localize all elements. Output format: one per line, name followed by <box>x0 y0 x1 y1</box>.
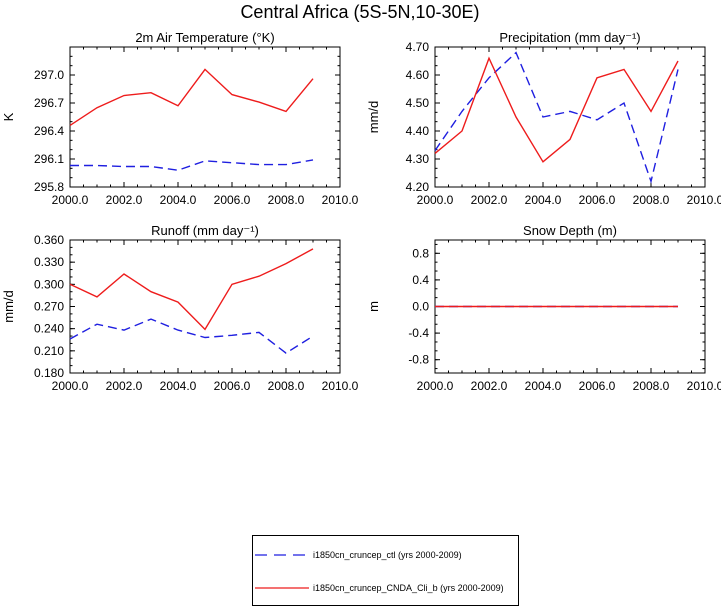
legend: i1850cn_cruncep_ctl (yrs 2000-2009) i185… <box>252 535 519 606</box>
y-tick-label: 0.360 <box>34 233 64 247</box>
x-tick-label: 2000.0 <box>52 379 89 393</box>
panel-title: 2m Air Temperature (°K) <box>135 30 274 45</box>
panel-4: Snow Depth (m) m 2000.0 2002.0 2004.0 2006.0 2… <box>366 223 721 393</box>
series-line-ctl <box>69 318 314 354</box>
series-line-exp <box>69 248 314 331</box>
figure-title: Central Africa (5S-5N,10-30E) <box>240 2 479 22</box>
y-tick-label: 295.8 <box>34 180 64 194</box>
x-tick-label: 2008.0 <box>268 193 305 207</box>
y-axis-label: K <box>1 112 16 121</box>
panel-title: Snow Depth (m) <box>523 223 617 238</box>
x-tick-label: 2000.0 <box>417 193 454 207</box>
y-tick-label: 4.70 <box>406 40 430 54</box>
y-tick-label: 4.20 <box>406 180 430 194</box>
legend-item-ctl: i1850cn_cruncep_ctl (yrs 2000-2009) <box>253 548 462 562</box>
y-tick-label: 4.50 <box>406 96 430 110</box>
y-tick-label: 296.4 <box>34 124 64 138</box>
y-tick-label: 0.270 <box>34 300 64 314</box>
x-tick-label: 2000.0 <box>52 193 89 207</box>
x-tick-label: 2008.0 <box>268 379 305 393</box>
x-tick-label: 2004.0 <box>525 193 562 207</box>
y-tick-label: -0.4 <box>408 326 429 340</box>
figure-canvas: Central Africa (5S-5N,10-30E) 2m Air Tem… <box>1 2 721 393</box>
y-tick-label: 4.40 <box>406 124 430 138</box>
y-tick-label: 297.0 <box>34 68 64 82</box>
plot-frame <box>69 239 341 374</box>
series-line-exp <box>434 56 679 163</box>
x-tick-label: 2010.0 <box>322 379 359 393</box>
x-tick-label: 2006.0 <box>214 379 251 393</box>
y-tick-label: -0.8 <box>408 353 429 367</box>
x-tick-label: 2008.0 <box>633 193 670 207</box>
series-line-ctl <box>434 51 679 184</box>
y-axis-label: m <box>366 301 381 312</box>
y-axis-label: mm/d <box>366 101 381 134</box>
x-tick-label: 2002.0 <box>471 193 508 207</box>
x-tick-label: 2010.0 <box>322 193 359 207</box>
y-tick-label: 0.0 <box>412 300 429 314</box>
x-tick-label: 2006.0 <box>579 193 616 207</box>
plot-frame <box>434 46 706 188</box>
series-line-ctl <box>70 159 314 171</box>
legend-swatch-exp <box>255 587 309 589</box>
x-tick-label: 2002.0 <box>106 193 143 207</box>
legend-label-ctl: i1850cn_cruncep_ctl (yrs 2000-2009) <box>313 550 462 560</box>
panel-title: Runoff (mm day⁻¹) <box>151 223 259 238</box>
x-tick-label: 2008.0 <box>633 379 670 393</box>
series-line-exp <box>69 68 314 126</box>
y-tick-label: 4.60 <box>406 68 430 82</box>
y-tick-label: 0.300 <box>34 277 64 291</box>
x-tick-label: 2010.0 <box>687 379 721 393</box>
x-tick-label: 2006.0 <box>579 379 616 393</box>
panel-1: 2m Air Temperature (°K) K 2000.0 2002.0 2004… <box>1 30 359 207</box>
plot-frame <box>69 46 341 188</box>
x-tick-label: 2000.0 <box>417 379 454 393</box>
y-tick-label: 0.240 <box>34 322 64 336</box>
x-tick-label: 2004.0 <box>160 379 197 393</box>
y-tick-label: 4.30 <box>406 152 430 166</box>
y-tick-label: 296.7 <box>34 96 64 110</box>
panel-3: Runoff (mm day⁻¹) mm/d 2000.0 2002.0 2004.0 2… <box>1 223 359 393</box>
y-tick-label: 0.210 <box>34 344 64 358</box>
legend-item-exp: i1850cn_cruncep_CNDA_Cli_b (yrs 2000-200… <box>253 581 504 595</box>
y-tick-label: 0.330 <box>34 255 64 269</box>
panel-2: Precipitation (mm day⁻¹) mm/d 2000.0 2002.0… <box>366 30 721 207</box>
y-axis-label: mm/d <box>1 290 16 323</box>
x-tick-label: 2002.0 <box>471 379 508 393</box>
x-tick-label: 2010.0 <box>687 193 721 207</box>
y-tick-label: 0.8 <box>412 246 429 260</box>
y-tick-label: 296.1 <box>34 152 64 166</box>
x-tick-label: 2004.0 <box>160 193 197 207</box>
legend-label-exp: i1850cn_cruncep_CNDA_Cli_b (yrs 2000-200… <box>313 583 504 593</box>
panel-title: Precipitation (mm day⁻¹) <box>499 30 640 45</box>
x-tick-label: 2002.0 <box>106 379 143 393</box>
x-tick-label: 2006.0 <box>214 193 251 207</box>
y-tick-label: 0.180 <box>34 366 64 380</box>
x-tick-label: 2004.0 <box>525 379 562 393</box>
legend-swatch-ctl <box>255 554 309 556</box>
y-tick-label: 0.4 <box>412 273 429 287</box>
